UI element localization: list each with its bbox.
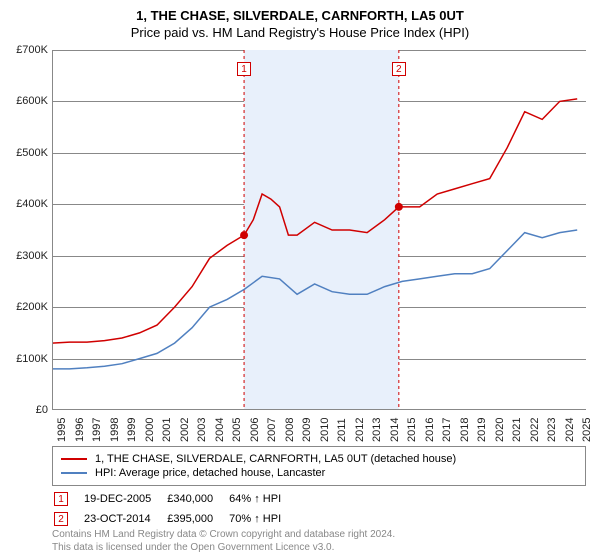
x-tick-label: 2005 <box>231 418 243 442</box>
x-tick-label: 2002 <box>179 418 191 442</box>
sale-num-box: 2 <box>54 512 68 526</box>
sale-date: 19-DEC-2005 <box>84 490 165 508</box>
x-tick-label: 2016 <box>424 418 436 442</box>
x-tick-label: 1995 <box>56 418 68 442</box>
x-tick-label: 2004 <box>214 418 226 442</box>
y-tick-label: £100K <box>0 353 48 365</box>
x-tick-label: 2023 <box>546 418 558 442</box>
chart-titles: 1, THE CHASE, SILVERDALE, CARNFORTH, LA5… <box>0 0 600 40</box>
x-tick-label: 2020 <box>494 418 506 442</box>
chart-area <box>52 50 586 410</box>
x-tick-label: 2007 <box>266 418 278 442</box>
x-tick-label: 2024 <box>564 418 576 442</box>
x-tick-label: 1998 <box>109 418 121 442</box>
x-tick-label: 2019 <box>476 418 488 442</box>
x-tick-label: 1996 <box>74 418 86 442</box>
sale-num-box: 1 <box>54 492 68 506</box>
y-tick-label: £200K <box>0 301 48 313</box>
table-row: 1 19-DEC-2005 £340,000 64% ↑ HPI <box>54 490 295 508</box>
footer-line2: This data is licensed under the Open Gov… <box>52 541 395 554</box>
table-row: 2 23-OCT-2014 £395,000 70% ↑ HPI <box>54 510 295 528</box>
x-tick-label: 2022 <box>529 418 541 442</box>
y-tick-label: £0 <box>0 404 48 416</box>
x-tick-label: 2017 <box>441 418 453 442</box>
legend-swatch <box>61 458 87 460</box>
legend-label: 1, THE CHASE, SILVERDALE, CARNFORTH, LA5… <box>95 453 456 465</box>
legend: 1, THE CHASE, SILVERDALE, CARNFORTH, LA5… <box>52 446 586 486</box>
x-tick-label: 2021 <box>511 418 523 442</box>
footer: Contains HM Land Registry data © Crown c… <box>52 528 395 554</box>
sale-marker-box: 2 <box>392 62 406 76</box>
legend-item: 1, THE CHASE, SILVERDALE, CARNFORTH, LA5… <box>61 453 577 465</box>
x-tick-label: 2010 <box>319 418 331 442</box>
legend-label: HPI: Average price, detached house, Lanc… <box>95 467 325 479</box>
x-tick-label: 2025 <box>581 418 593 442</box>
footer-line1: Contains HM Land Registry data © Crown c… <box>52 528 395 541</box>
title-line2: Price paid vs. HM Land Registry's House … <box>0 25 600 40</box>
sale-pct: 64% ↑ HPI <box>229 490 295 508</box>
x-tick-label: 2006 <box>249 418 261 442</box>
y-tick-label: £700K <box>0 44 48 56</box>
x-tick-label: 2015 <box>406 418 418 442</box>
x-tick-label: 2009 <box>301 418 313 442</box>
x-tick-label: 2014 <box>389 418 401 442</box>
x-tick-label: 2003 <box>196 418 208 442</box>
x-tick-label: 2012 <box>354 418 366 442</box>
x-tick-label: 2001 <box>161 418 173 442</box>
sale-date: 23-OCT-2014 <box>84 510 165 528</box>
sale-price: £340,000 <box>167 490 227 508</box>
y-tick-label: £400K <box>0 198 48 210</box>
sale-marker-box: 1 <box>237 62 251 76</box>
y-tick-label: £500K <box>0 147 48 159</box>
sale-price: £395,000 <box>167 510 227 528</box>
y-tick-label: £600K <box>0 95 48 107</box>
x-tick-label: 2000 <box>144 418 156 442</box>
legend-item: HPI: Average price, detached house, Lanc… <box>61 467 577 479</box>
sale-pct: 70% ↑ HPI <box>229 510 295 528</box>
y-tick-label: £300K <box>0 250 48 262</box>
x-tick-label: 2013 <box>371 418 383 442</box>
title-line1: 1, THE CHASE, SILVERDALE, CARNFORTH, LA5… <box>0 8 600 23</box>
x-tick-label: 1997 <box>91 418 103 442</box>
x-tick-label: 2011 <box>336 418 348 442</box>
sales-table: 1 19-DEC-2005 £340,000 64% ↑ HPI 2 23-OC… <box>52 488 297 530</box>
legend-swatch <box>61 472 87 474</box>
x-tick-label: 2008 <box>284 418 296 442</box>
x-tick-label: 1999 <box>126 418 138 442</box>
x-tick-label: 2018 <box>459 418 471 442</box>
